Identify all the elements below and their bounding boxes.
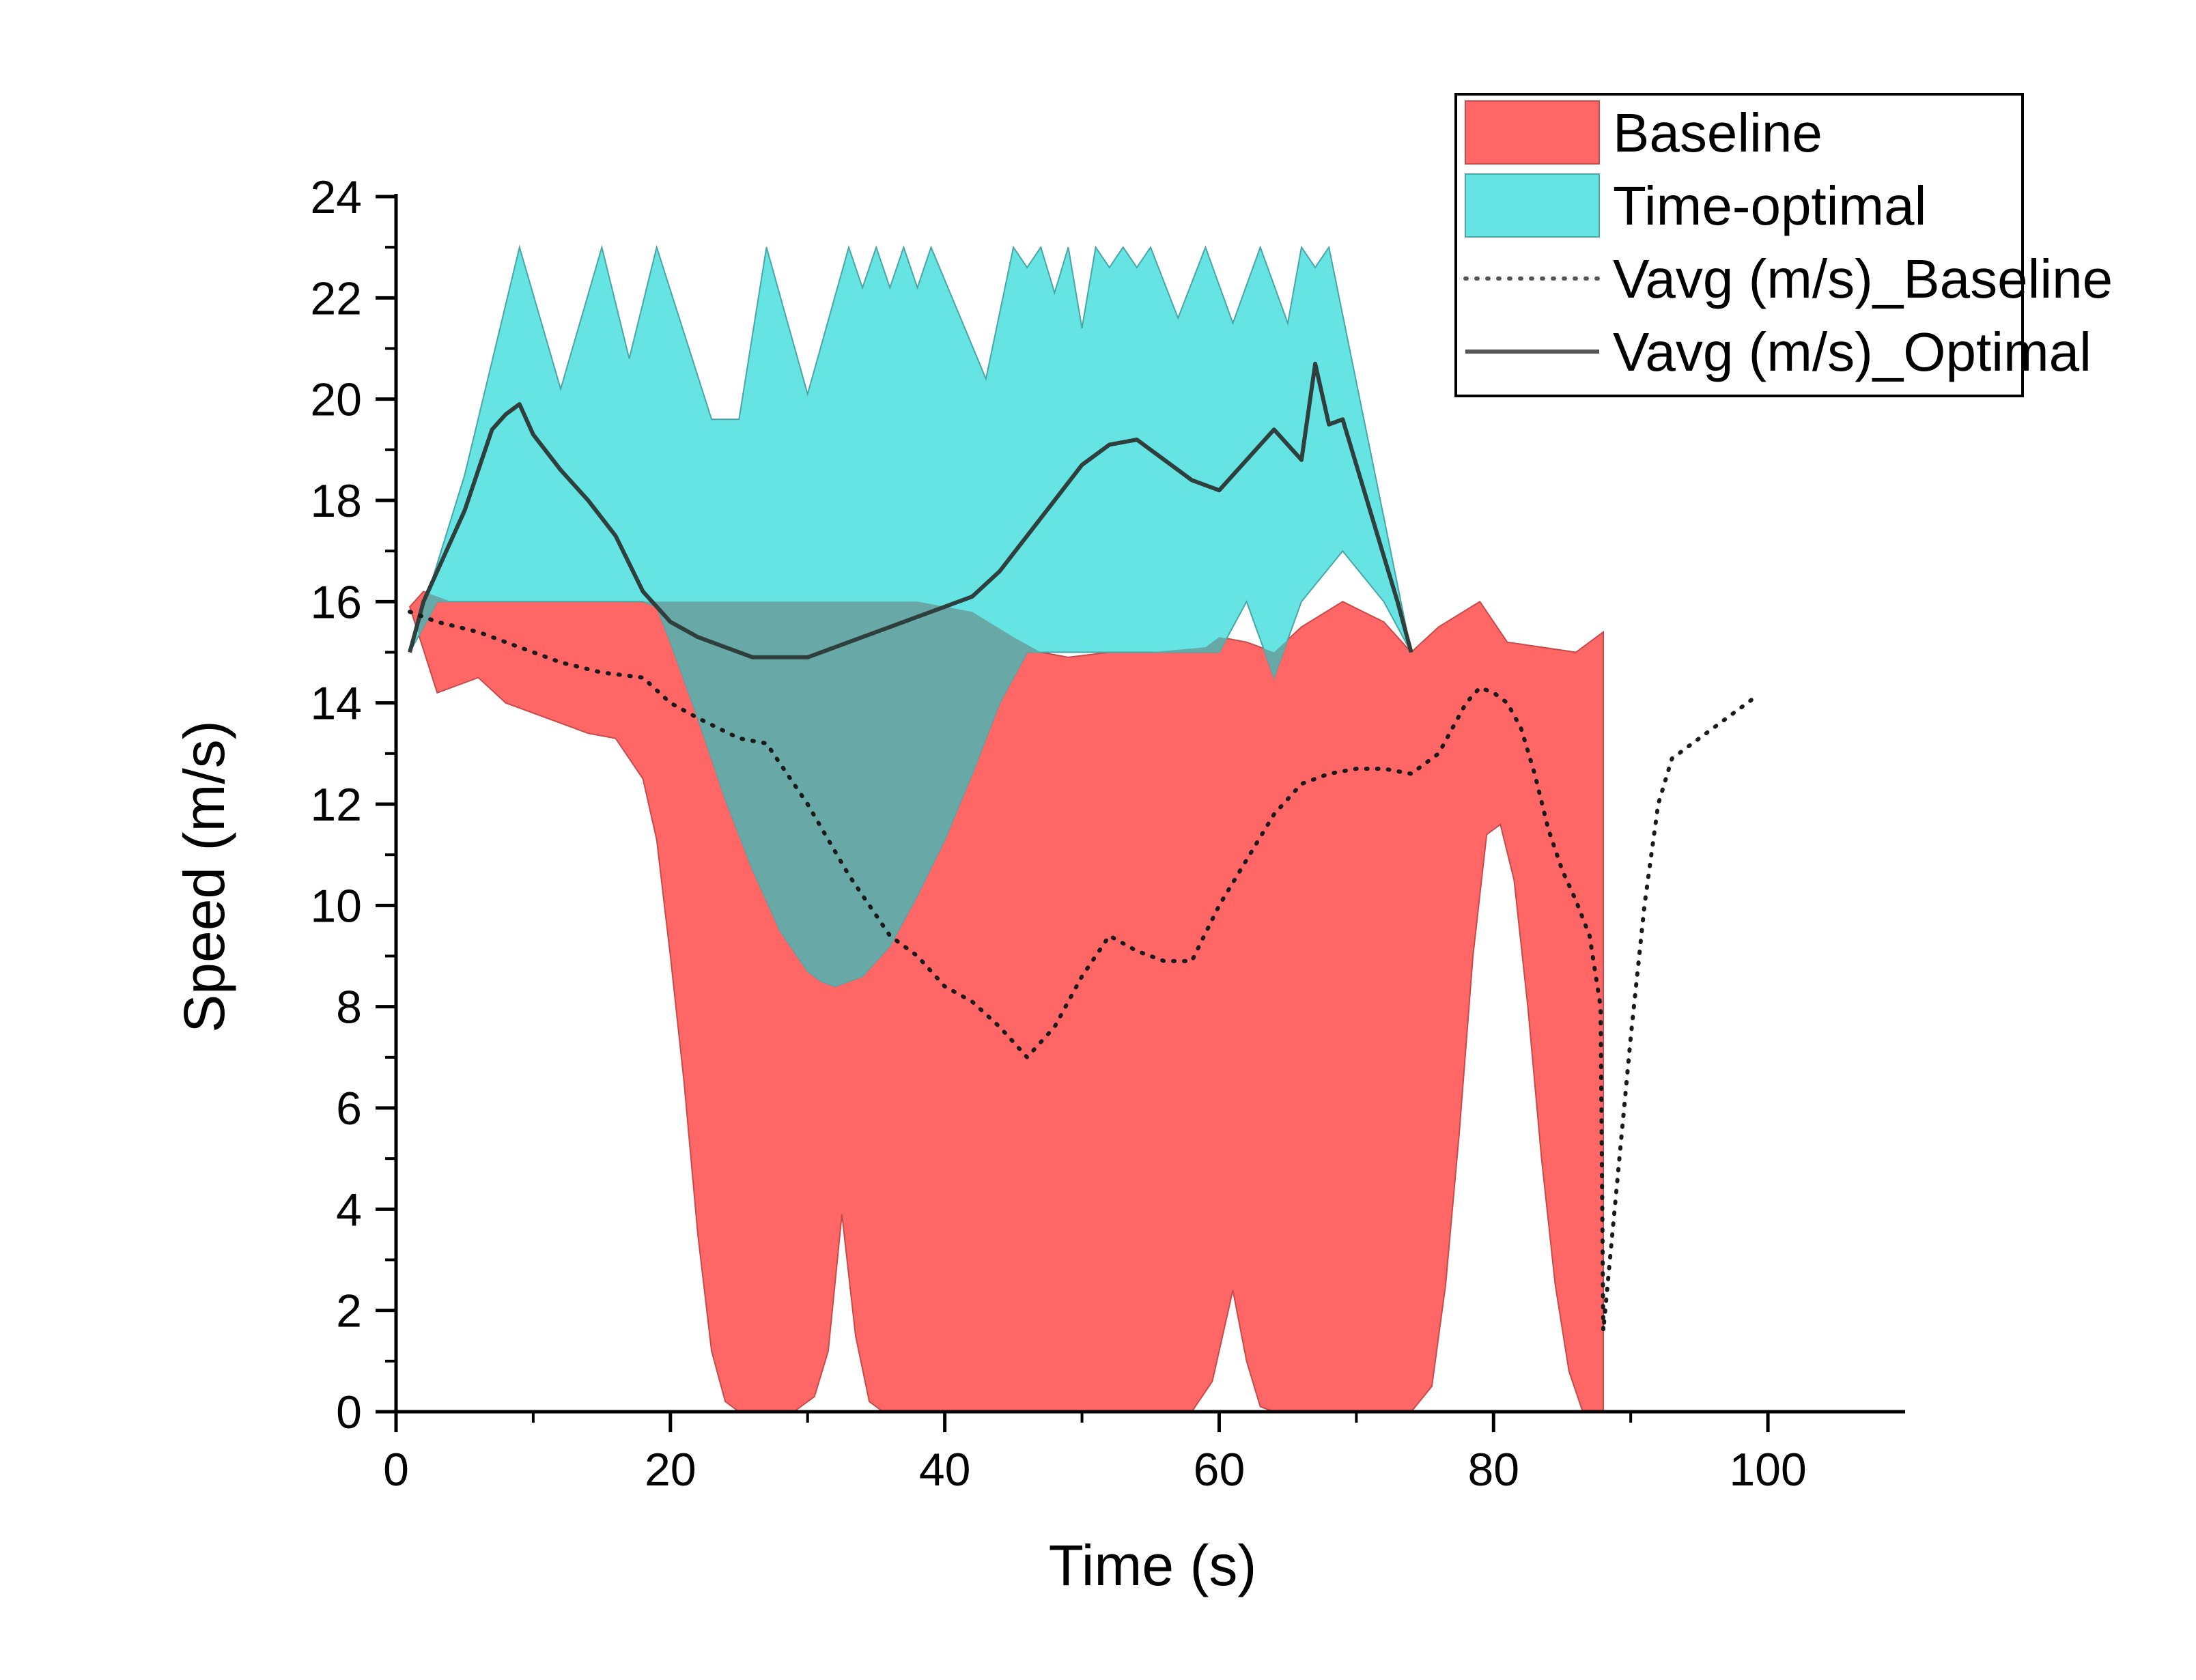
y-tick-label: 6	[336, 1083, 362, 1135]
x-tick-label: 100	[1729, 1444, 1806, 1496]
y-tick-label: 22	[310, 272, 362, 324]
y-tick-label: 0	[336, 1386, 362, 1438]
y-tick-label: 2	[336, 1285, 362, 1337]
legend-swatch	[1465, 173, 1600, 238]
area-bands	[408, 244, 1604, 1412]
vavg-baseline-line	[408, 610, 1756, 1331]
y-axis-title: Speed (m/s)	[172, 720, 236, 1033]
y-tick-label: 18	[310, 475, 362, 527]
y-tick-label: 10	[310, 880, 362, 932]
legend-label: Vavg (m/s)_Optimal	[1613, 322, 2092, 382]
overlap-region	[410, 591, 1411, 986]
x-tick-label: 80	[1467, 1444, 1519, 1496]
average-lines	[408, 361, 1756, 1331]
x-tick-label: 60	[1194, 1444, 1245, 1496]
legend: Baseline Time-optimal Vavg (m/s)_Baseline V…	[1454, 93, 2113, 397]
x-tick-label: 0	[383, 1444, 409, 1496]
vavg-optimal-line	[408, 361, 1413, 659]
x-tick-label: 40	[919, 1444, 971, 1496]
legend-label: Baseline	[1613, 102, 1822, 163]
y-tick-label: 4	[336, 1184, 362, 1236]
legend-label: Time-optimal	[1613, 175, 1926, 236]
y-tick-label: 12	[310, 779, 362, 831]
y-tick-label: 20	[310, 374, 362, 426]
legend-swatch	[1465, 100, 1600, 165]
legend-label: Vavg (m/s)_Baseline	[1613, 248, 2113, 309]
y-tick-label: 8	[336, 982, 362, 1034]
y-tick-label: 24	[310, 171, 362, 223]
x-tick-label: 20	[645, 1444, 696, 1496]
x-axis-title: Time (s)	[1049, 1533, 1257, 1597]
y-tick-label: 14	[310, 678, 362, 730]
y-tick-label: 16	[310, 576, 362, 628]
